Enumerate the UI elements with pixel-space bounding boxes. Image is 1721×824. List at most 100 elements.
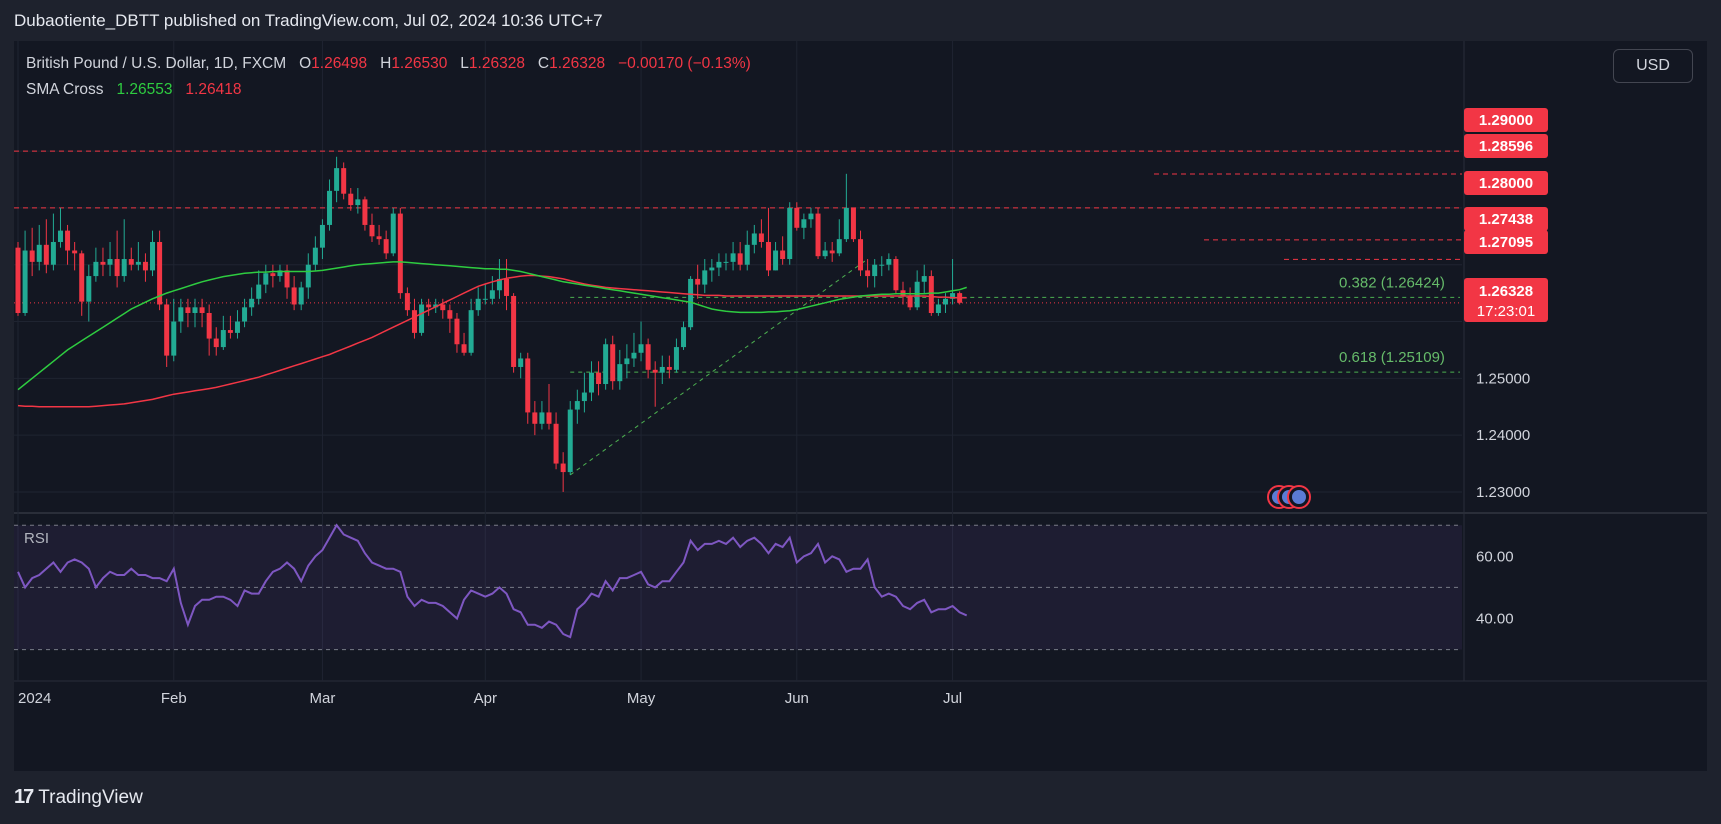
candle-body [114,259,120,277]
candle-body [468,310,474,353]
candle-body [815,213,821,257]
candle-body [263,273,269,285]
horizontal-levels: 1.29000 1.28596 1.28000 1.27438 1.27095 1.263… [14,108,1548,322]
candle-body [914,281,920,308]
candle-body [744,244,750,265]
us-flag-icon [1292,490,1306,504]
close-value: 1.26328 [549,55,606,72]
candle-body [79,253,85,302]
time-tick-label: 2024 [18,690,51,707]
price-tick-label: 1.24000 [1476,427,1530,444]
candle-body [716,261,722,268]
rsi-series-line [17,523,968,639]
sma-label: SMA Cross [26,81,104,98]
price-level-tag [1464,108,1548,132]
candle-body [525,358,531,413]
candle-body [447,310,453,319]
candle-body [157,241,163,305]
candle-body [65,230,71,251]
candle-body [504,278,510,296]
candle-body [411,310,417,333]
price-tick-label: 1.25000 [1476,370,1530,387]
candle-body [858,239,864,271]
candle-body [702,270,708,285]
candle-body [645,344,651,370]
candle-body [773,250,779,271]
fib-level-label: 0.382 (1.26424) [1339,274,1445,291]
footer-brand[interactable]: 17 TradingView [14,786,143,809]
candle-body [164,304,170,356]
candle-body [865,270,871,277]
candle-body [482,298,488,300]
fib-trend-line [569,258,868,476]
candle-body [100,261,106,265]
candle-body [376,236,382,240]
tradingview-logo-icon: 17 [14,786,34,808]
chart-canvas[interactable]: RSI 1.290001.285961.280001.274381.270951… [14,41,1707,771]
candle-body [843,207,849,240]
fib-level-label: 0.618 (1.25109) [1339,349,1445,366]
candle-body [553,423,559,464]
candle-body [511,295,517,367]
chart-panel[interactable]: RSI 1.29000 1.28596 1.28000 1.27438 1.27095 1… [14,41,1707,771]
candle-body [794,207,800,228]
candle-body [327,190,333,225]
low-value: 1.26328 [468,55,525,72]
sma-fast-line [17,261,967,391]
sma-legend[interactable]: SMA Cross 1.26553 1.26418 [26,81,241,99]
candle-body [574,401,580,410]
candle-body [666,366,672,370]
candle-body [192,307,198,313]
brand-name: TradingView [38,786,143,808]
price-level-tag-label: 1.27095 [1479,234,1533,251]
rsi-tick-label: 40.00 [1476,610,1514,627]
candle-body [801,219,807,228]
event-flags [1267,485,1311,509]
candle-body [284,270,290,288]
candle-body [631,352,637,359]
last-price-label: 1.26328 [1479,283,1533,300]
candle-body [369,224,375,237]
time-tick-label: Jul [943,690,962,707]
candle-body [893,259,899,291]
candle-body [695,278,701,285]
candle-body [688,278,694,328]
change-value: −0.00170 (−0.13%) [618,55,751,72]
candle-body [532,412,538,424]
candle-body [185,307,191,313]
candle-body [709,267,715,271]
candle-body [787,207,793,260]
candle-body [475,298,481,311]
candle-body [567,409,573,473]
candle-body [638,344,644,353]
candle-body [942,298,948,305]
price-level-tag [1464,171,1548,195]
candle-body [142,261,148,271]
price-level-tag [1464,207,1548,231]
candle-body [581,392,587,402]
candle-body [737,253,743,265]
candle-body [220,330,226,348]
sma-slow-value: 1.26418 [185,81,242,98]
candle-body [249,298,255,308]
candle-body [178,307,184,322]
candle-body [836,239,842,254]
candle-body [603,344,609,385]
candle-body [419,304,425,333]
candle-body [489,290,495,299]
price-level-tag [1464,230,1548,254]
symbol-legend[interactable]: British Pound / U.S. Dollar, 1D, FXCM O1… [26,55,751,73]
candle-body [242,307,248,322]
candle-body [886,259,892,265]
candle-body [15,247,21,313]
candle-body [206,313,212,339]
candle-body [397,213,403,294]
candle-body [234,321,240,333]
candle-body [850,207,856,240]
candle-body [652,369,658,373]
candle-body [624,358,630,365]
time-tick-label: May [627,690,656,707]
candle-body [256,284,262,299]
currency-button[interactable]: USD [1613,49,1693,83]
symbol-name: British Pound / U.S. Dollar, 1D, FXCM [26,55,287,72]
